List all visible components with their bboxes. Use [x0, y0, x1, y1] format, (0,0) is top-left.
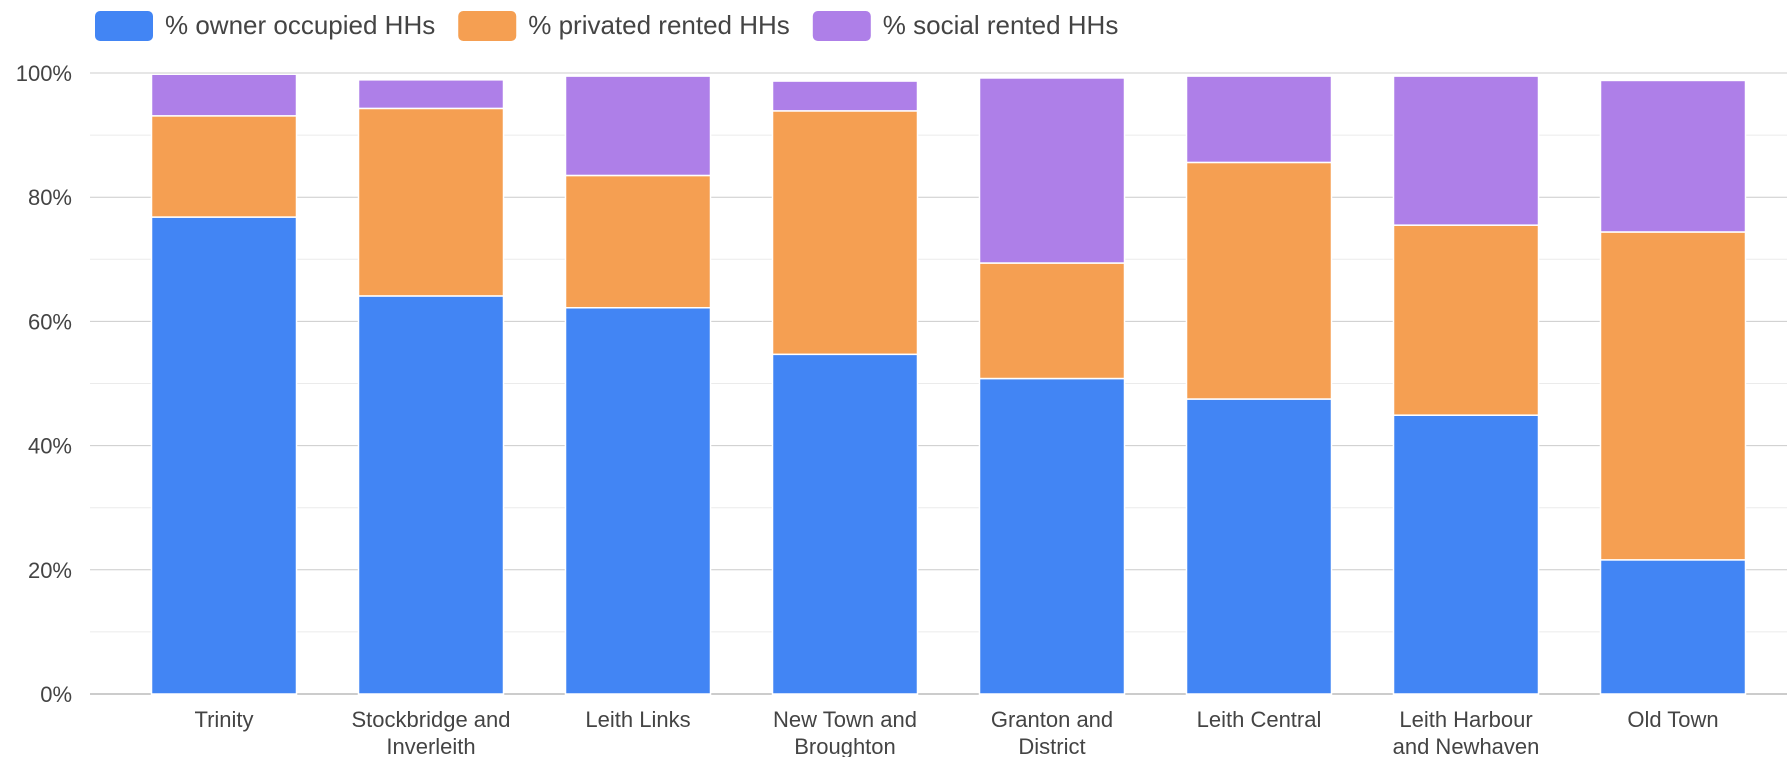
legend-label: % privated rented HHs [528, 10, 790, 40]
x-tick-label: and Newhaven [1393, 734, 1540, 757]
x-tick-label: Leith Central [1197, 707, 1322, 732]
x-tick-label: Stockbridge and [352, 707, 511, 732]
bar-segment [980, 263, 1125, 379]
bar-segment [1601, 80, 1746, 232]
bar-segment [773, 111, 918, 354]
bar-segment [152, 74, 297, 116]
y-tick-label: 0% [40, 682, 72, 707]
bar-segment [152, 217, 297, 694]
x-tick-label: Trinity [194, 707, 253, 732]
x-tick-label: New Town and [773, 707, 917, 732]
y-tick-label: 40% [28, 434, 72, 459]
bar-segment [980, 78, 1125, 263]
legend-label: % social rented HHs [883, 10, 1119, 40]
y-tick-label: 60% [28, 309, 72, 334]
bar-segment [566, 308, 711, 694]
x-tick-label: Inverleith [386, 734, 475, 757]
x-tick-label: Broughton [794, 734, 896, 757]
bar-segment [1187, 76, 1332, 162]
x-tick-label: Granton and [991, 707, 1113, 732]
bar-segment [1187, 162, 1332, 399]
bar-segment [1601, 232, 1746, 560]
bar-segment [359, 108, 504, 296]
bar-segment [1601, 560, 1746, 694]
bar-segment [1187, 399, 1332, 694]
y-tick-label: 100% [16, 61, 72, 86]
legend-swatch [458, 11, 516, 41]
bar-segment [152, 116, 297, 217]
bar-segment [773, 354, 918, 694]
x-tick-label: Leith Links [585, 707, 690, 732]
legend-swatch [95, 11, 153, 41]
bar-segment [980, 379, 1125, 694]
legend-label: % owner occupied HHs [165, 10, 435, 40]
bar-segment [1394, 76, 1539, 225]
x-tick-label: Old Town [1627, 707, 1718, 732]
x-tick-label: District [1018, 734, 1085, 757]
y-tick-label: 80% [28, 185, 72, 210]
x-tick-label: Leith Harbour [1399, 707, 1532, 732]
bar-segment [359, 296, 504, 694]
bar-segment [773, 81, 918, 111]
bar-segment [566, 175, 711, 307]
bar-segment [1394, 225, 1539, 415]
bar-segment [566, 76, 711, 175]
legend-swatch [813, 11, 871, 41]
bar-segment [359, 80, 504, 109]
bar-segment [1394, 415, 1539, 694]
y-tick-label: 20% [28, 558, 72, 583]
